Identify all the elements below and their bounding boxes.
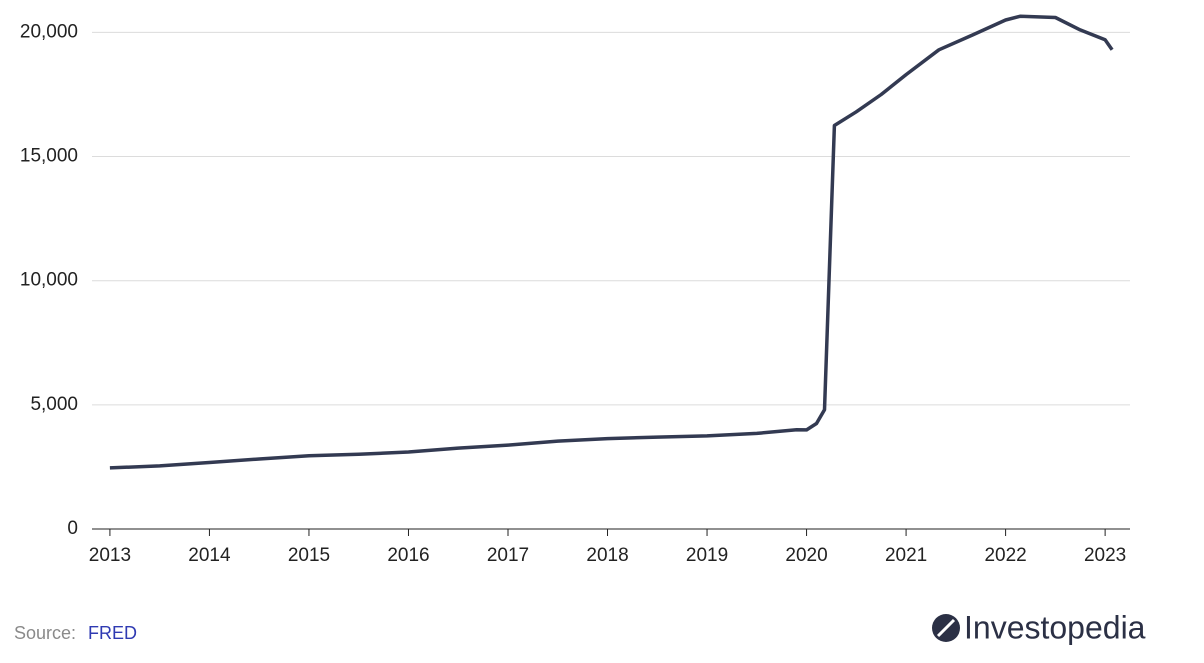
logo: Investopedia — [964, 609, 1146, 645]
y-tick-label: 10,000 — [20, 270, 78, 291]
x-tick-label: 2015 — [288, 545, 330, 566]
source-link[interactable]: FRED — [88, 623, 137, 643]
x-tick-label: 2023 — [1084, 545, 1126, 566]
x-tick-label: 2013 — [89, 545, 131, 566]
x-tick-label: 2018 — [586, 545, 628, 566]
x-tick-label: 2022 — [984, 545, 1026, 566]
y-tick-label: 15,000 — [20, 146, 78, 167]
x-tick-label: 2019 — [686, 545, 728, 566]
y-tick-label: 5,000 — [30, 394, 78, 415]
x-tick-label: 2014 — [188, 545, 231, 566]
y-tick-label: 20,000 — [20, 21, 78, 42]
source-label: Source: — [14, 623, 76, 643]
y-tick-label: 0 — [67, 518, 78, 539]
x-tick-label: 2021 — [885, 545, 927, 566]
x-tick-label: 2016 — [387, 545, 429, 566]
line — [109, 14, 1114, 470]
x-tick-label: 2020 — [785, 545, 827, 566]
x-tick-label: 2017 — [487, 545, 529, 566]
logo-mark — [936, 618, 956, 638]
